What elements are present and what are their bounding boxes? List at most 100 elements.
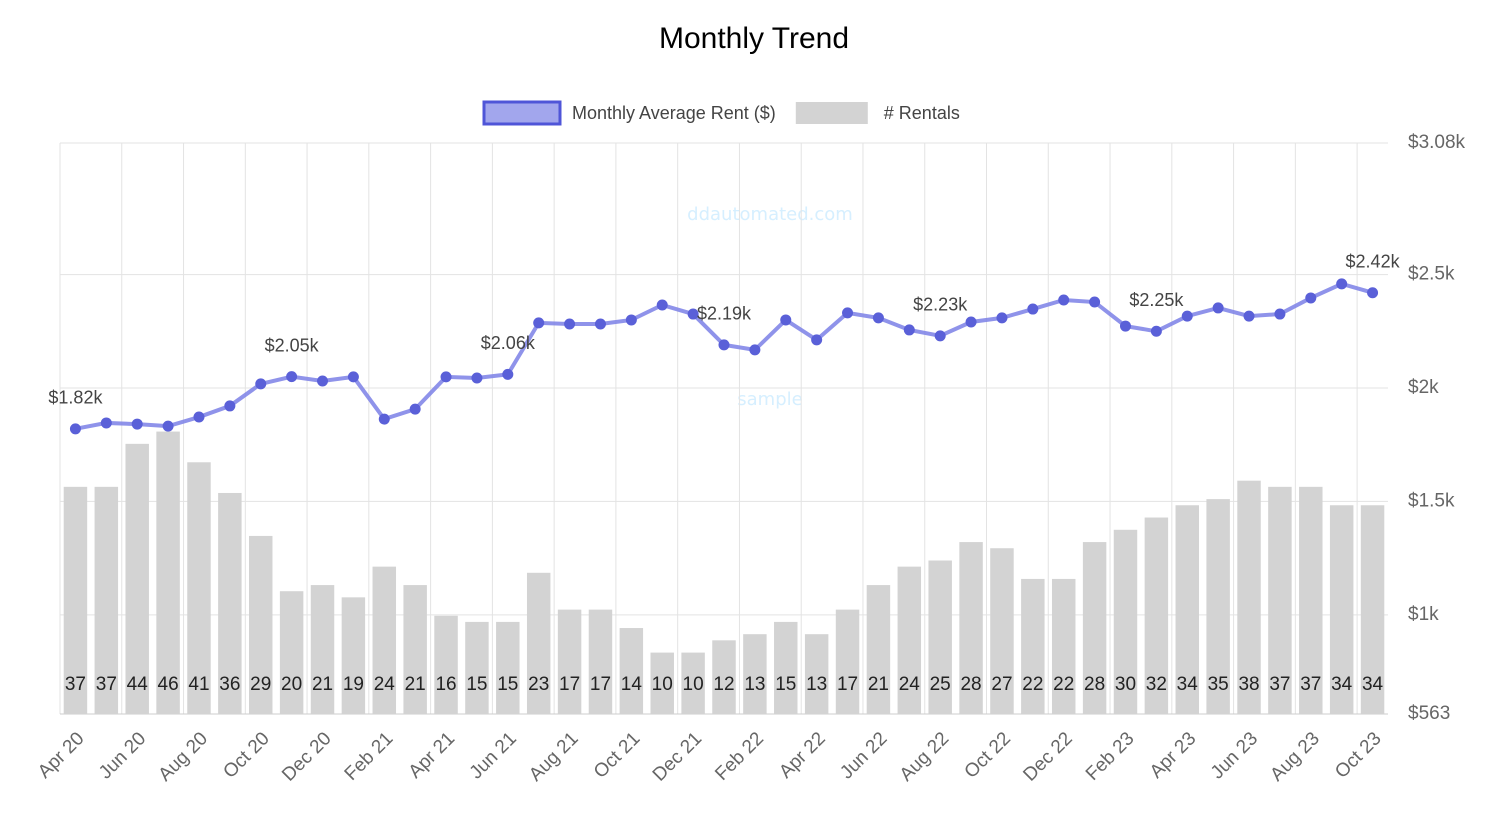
point [100, 417, 112, 429]
bar [465, 621, 489, 714]
bar-value-label: 21 [312, 674, 333, 695]
bar-value-label: 41 [188, 674, 209, 695]
point [564, 318, 576, 330]
bar-value-label: 20 [281, 674, 302, 695]
point [224, 400, 236, 412]
bar [557, 609, 582, 714]
bar [1113, 529, 1138, 714]
point [378, 413, 390, 425]
bar-value-label: 22 [1053, 674, 1074, 695]
y-tick-label: $3.08k [1408, 132, 1466, 153]
bar [1144, 517, 1169, 714]
labels: $1.82k $2.05k $2.06k $2.19k $2.23k $2.25k $2.4… [48, 251, 1400, 695]
x-tick-label: Aug 21 [525, 728, 582, 785]
x-tick-label: Feb 23 [1082, 728, 1139, 785]
point [1243, 310, 1255, 322]
legend-label: Monthly Average Rent ($) [572, 103, 776, 123]
point [934, 330, 946, 342]
x-tick-label: Oct 21 [590, 728, 644, 782]
bar-value-label: 32 [1146, 674, 1167, 695]
y-tick-label: $2k [1408, 377, 1439, 398]
legend-item: Monthly Average Rent ($) [482, 100, 776, 126]
bar-value-label: 15 [497, 674, 518, 695]
bar-value-label: 14 [621, 674, 643, 695]
x-tick-label: Dec 22 [1019, 728, 1076, 785]
point [286, 371, 298, 383]
bar [1175, 505, 1199, 714]
x-tick-label: Jun 22 [836, 728, 891, 783]
x-tick-label: Feb 22 [711, 728, 768, 785]
bar [341, 597, 366, 714]
bar [866, 585, 891, 714]
bar-value-label: 13 [806, 674, 827, 695]
bar-value-label: 44 [127, 674, 149, 695]
bar-value-label: 29 [250, 674, 271, 695]
legend-swatch [795, 102, 868, 124]
point [903, 324, 915, 336]
bar [650, 652, 674, 714]
bar-value-label: 35 [1208, 674, 1229, 695]
bar [712, 640, 736, 714]
bar-value-label: 21 [405, 674, 426, 695]
bar-value-label: 24 [899, 674, 921, 695]
x-tick-label: Oct 23 [1331, 728, 1385, 782]
bar-value-label: 38 [1238, 674, 1259, 695]
y-tick-label: $1k [1408, 604, 1439, 625]
bar [1082, 542, 1107, 714]
bar [63, 486, 88, 714]
bar [1299, 486, 1323, 714]
bar-value-label: 34 [1362, 674, 1384, 695]
point [193, 411, 205, 423]
bar-value-label: 36 [219, 674, 240, 695]
bar [94, 486, 119, 714]
point [131, 418, 143, 430]
data-label: $2.23k [913, 295, 968, 315]
point [1089, 296, 1101, 308]
x-tick-label: Aug 20 [155, 728, 212, 785]
bar-value-label: 25 [930, 674, 951, 695]
x-tick-label: Aug 23 [1266, 728, 1323, 785]
bar [959, 542, 983, 714]
data-label: $2.25k [1129, 290, 1184, 310]
bar-value-label: 37 [65, 674, 86, 695]
bars [63, 431, 1385, 714]
point [1274, 308, 1286, 320]
bar-value-label: 17 [559, 674, 580, 695]
bar-value-label: 12 [713, 674, 734, 695]
bar [619, 628, 644, 714]
bar [1237, 480, 1261, 714]
bar [372, 566, 397, 714]
x-tick-label: Apr 20 [34, 728, 88, 782]
point [255, 378, 267, 390]
bar-value-label: 37 [1269, 674, 1290, 695]
bar-value-label: 34 [1177, 674, 1199, 695]
point [842, 307, 854, 319]
x-tick-label: Jun 23 [1207, 728, 1262, 783]
data-label: $2.19k [697, 304, 752, 324]
line-layer [69, 278, 1379, 435]
bar-value-label: 10 [683, 674, 704, 695]
bar-value-label: 19 [343, 674, 364, 695]
bar-value-label: 34 [1331, 674, 1353, 695]
bar-value-label: 46 [158, 674, 179, 695]
bar-value-label: 37 [96, 674, 117, 695]
bar [125, 443, 149, 714]
bar-value-label: 17 [590, 674, 611, 695]
point [965, 316, 977, 328]
bar [1051, 578, 1076, 714]
bar-value-label: 22 [1022, 674, 1043, 695]
point [780, 314, 792, 326]
bar [218, 492, 242, 714]
point [1305, 292, 1317, 304]
point [69, 423, 81, 435]
bar [434, 615, 458, 714]
x-tick-label: Dec 20 [278, 728, 335, 785]
x-tick-label: Oct 22 [961, 728, 1015, 782]
point [749, 344, 761, 356]
point [1212, 302, 1224, 314]
x-tick-label: Apr 21 [405, 728, 459, 782]
x-tick-label: Jun 21 [466, 728, 521, 783]
bar-value-label: 37 [1300, 674, 1321, 695]
point [1367, 287, 1379, 299]
bar-value-label: 28 [1084, 674, 1105, 695]
